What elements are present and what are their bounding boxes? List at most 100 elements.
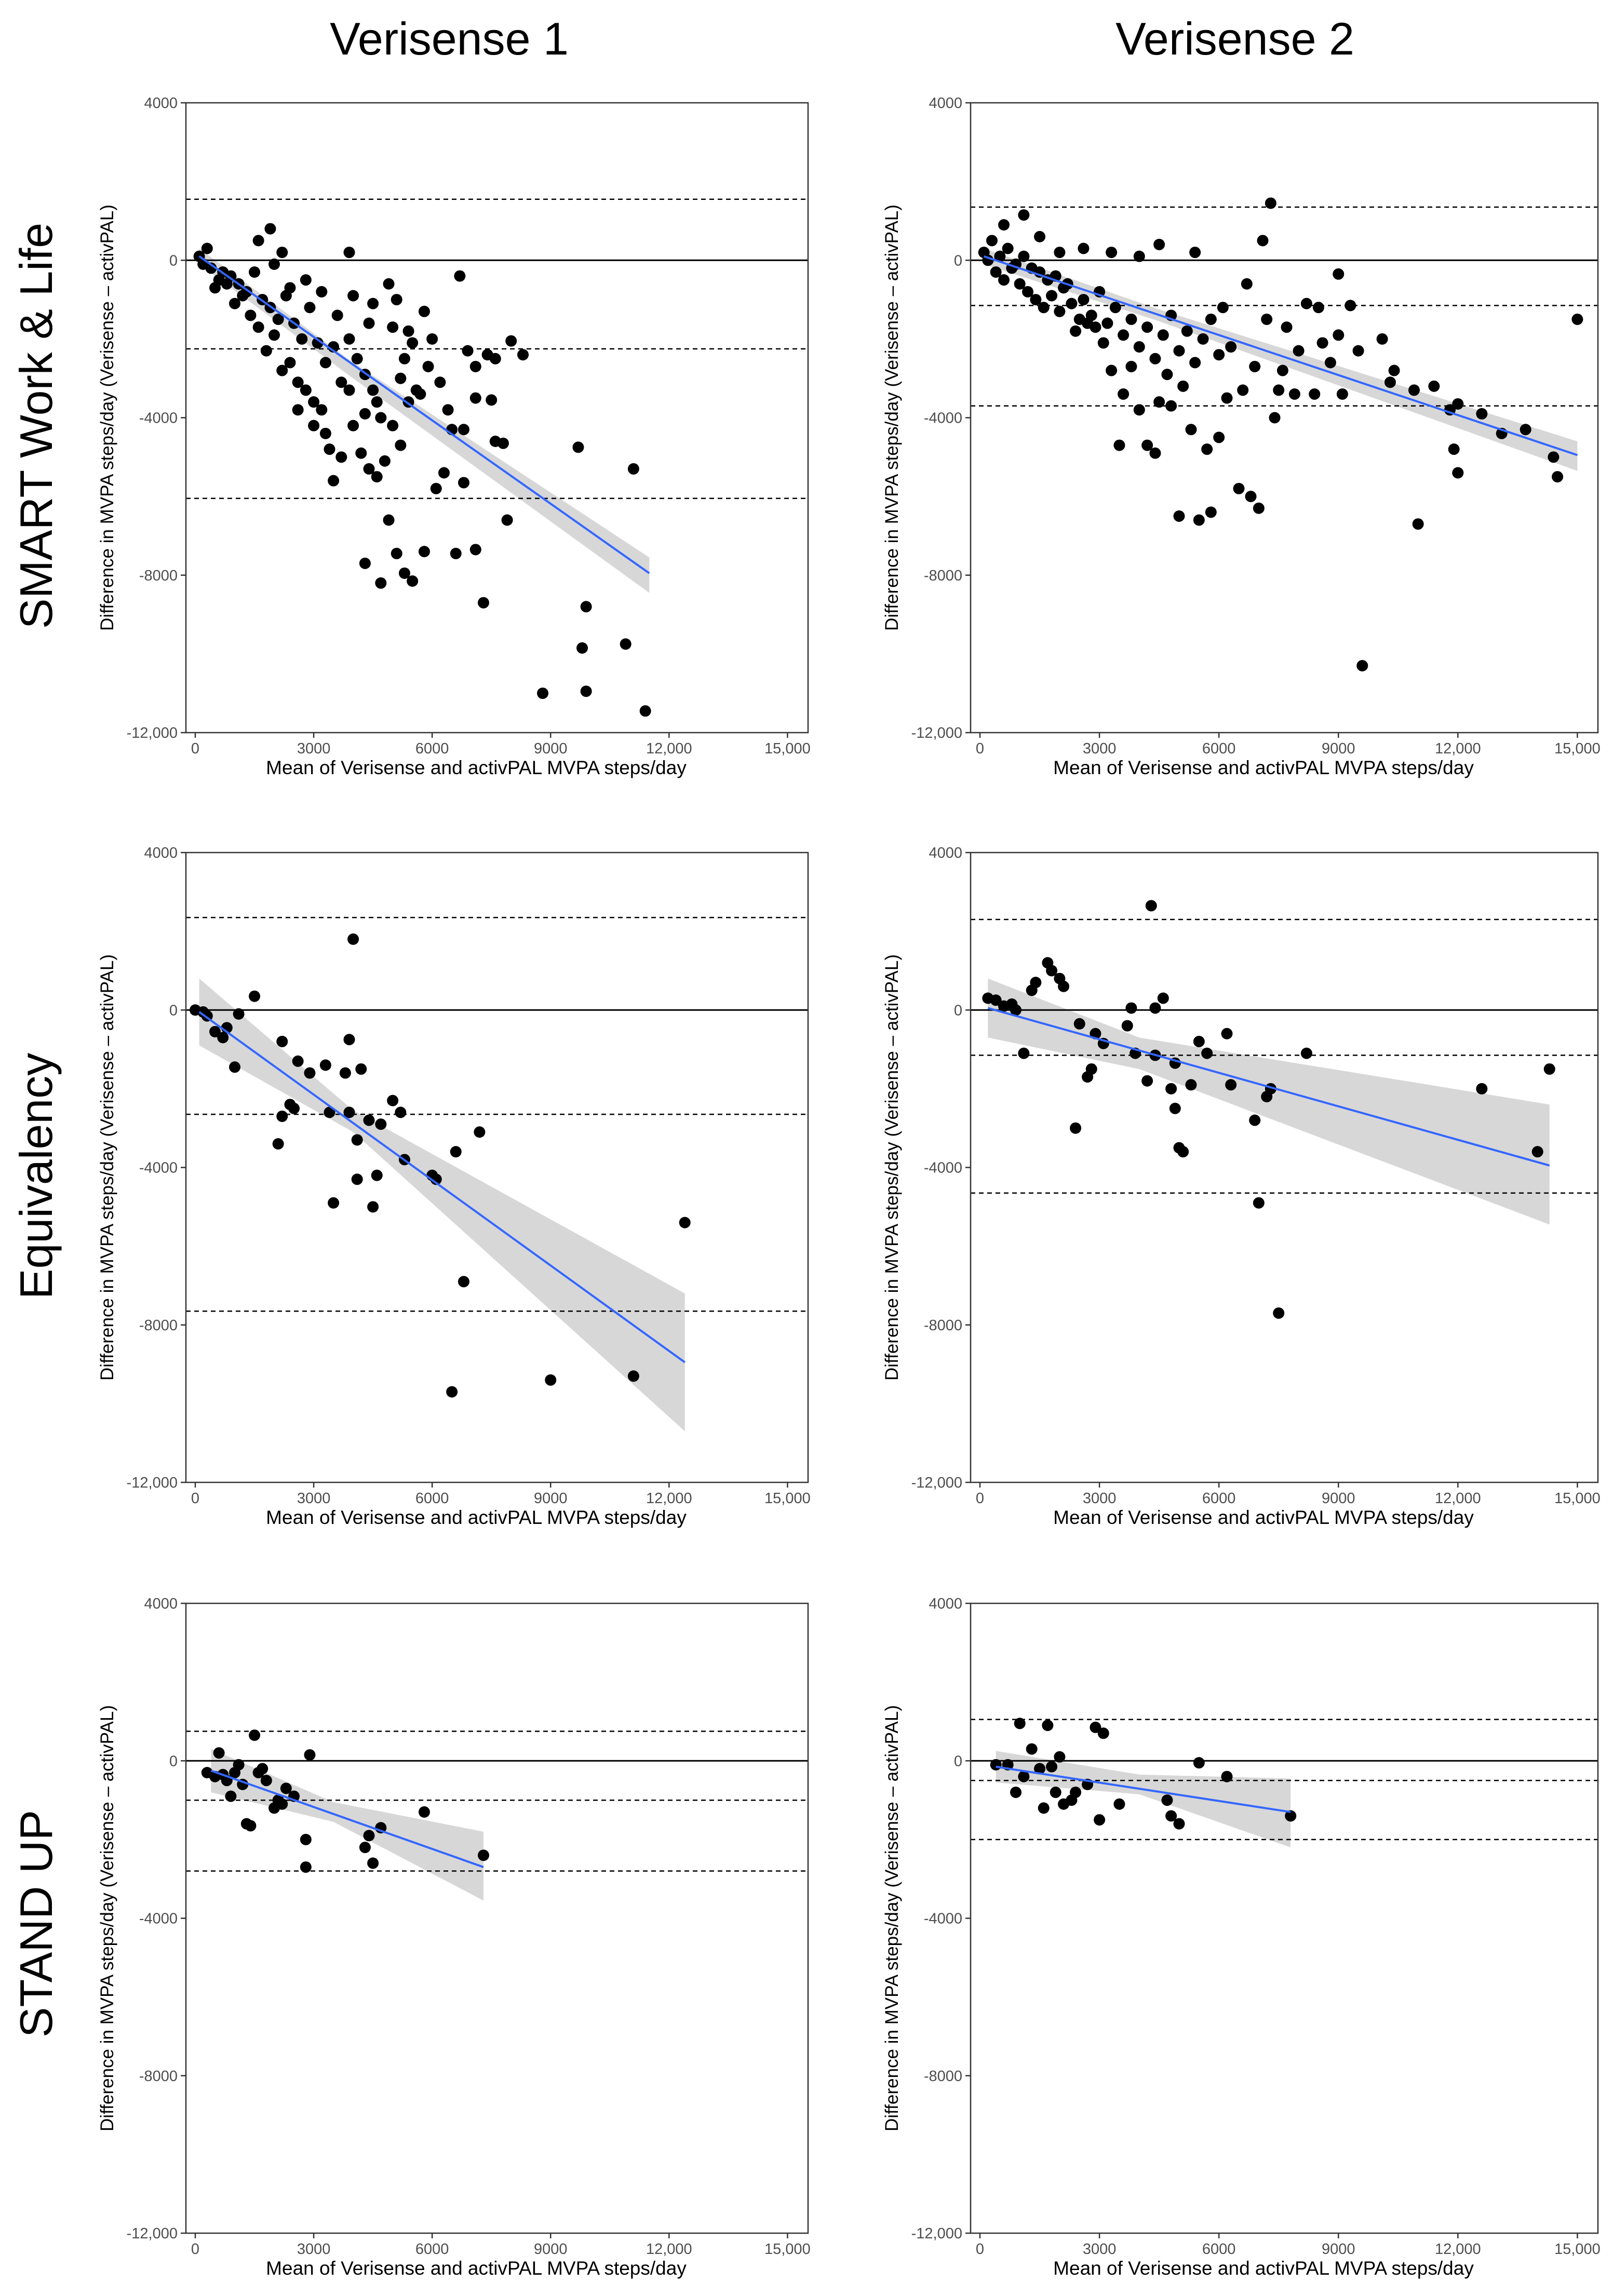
- chart-3-x-tick-label: 9000: [1322, 1490, 1355, 1507]
- chart-0-data-point: [477, 597, 489, 609]
- chart-3-x-tick-label: 6000: [1202, 1490, 1236, 1507]
- chart-3-y-tick-label: -4000: [924, 1160, 962, 1177]
- chart-1-data-point: [978, 247, 990, 259]
- chart-1-data-point: [1412, 518, 1424, 530]
- chart-0-data-point: [379, 455, 391, 467]
- chart-2-x-tick-label: 12,000: [646, 1490, 692, 1507]
- chart-2-regression-line: [198, 1011, 685, 1363]
- chart-1-data-point: [998, 219, 1010, 231]
- chart-2-data-point: [351, 1173, 363, 1185]
- chart-1-x-tick-label: 3000: [1083, 740, 1117, 757]
- chart-5-data-point: [1221, 1771, 1233, 1782]
- chart-1-data-point: [1476, 408, 1488, 420]
- chart-0-data-point: [395, 439, 407, 451]
- chart-4-x-axis-label: Mean of Verisense and activPAL MVPA step…: [266, 2258, 687, 2279]
- chart-0-data-point: [308, 396, 320, 408]
- chart-2-data-point: [292, 1055, 304, 1067]
- chart-1-y-axis-label: Difference in MVPA steps/day (Verisense …: [882, 205, 902, 631]
- chart-1-data-point: [1408, 384, 1420, 396]
- chart-2-data-point: [288, 1102, 300, 1114]
- chart-1-data-point: [1273, 384, 1285, 396]
- chart-3-data-point: [1046, 965, 1058, 977]
- chart-1-data-point: [1149, 353, 1161, 364]
- chart-4-data-point: [213, 1747, 225, 1759]
- chart-1-data-point: [1133, 404, 1145, 416]
- chart-0-data-point: [355, 447, 367, 459]
- chart-1-data-point: [1571, 313, 1583, 325]
- chart-1-y-tick-label: -8000: [924, 568, 962, 584]
- chart-5-y-tick-label: -8000: [924, 2068, 962, 2085]
- chart-5-x-tick-label: 3000: [1083, 2241, 1117, 2258]
- chart-0-data-point: [316, 404, 328, 416]
- column-title-verisense-1: Verisense 1: [330, 13, 569, 64]
- chart-3-y-tick-label: -8000: [924, 1317, 962, 1334]
- chart-4-y-tick-label: 4000: [144, 1596, 178, 1612]
- chart-0-y-axis-label: Difference in MVPA steps/day (Verisense …: [97, 205, 117, 631]
- chart-2-y-tick-label: 4000: [144, 845, 178, 861]
- chart-1-data-point: [1245, 491, 1257, 503]
- chart-4-y-axis-label: Difference in MVPA steps/day (Verisense …: [97, 1705, 117, 2131]
- chart-1-data-point: [1157, 329, 1169, 341]
- panel-smart-verisense-1: 4000 0 -4000 -8000 -12,000 0 3000 6000 9000 12,00…: [97, 95, 811, 778]
- chart-0-data-point: [359, 558, 371, 570]
- chart-1-x-tick-label: 6000: [1202, 740, 1236, 757]
- chart-0-data-point: [458, 424, 469, 436]
- chart-3-y-tick-label: 0: [954, 1002, 962, 1019]
- chart-4-data-point: [304, 1749, 316, 1761]
- chart-0-data-point: [312, 337, 324, 349]
- chart-1-data-point: [1161, 369, 1173, 381]
- chart-3-data-point: [1169, 1102, 1181, 1114]
- chart-0-data-point: [343, 333, 355, 345]
- chart-5-data-point: [1042, 1720, 1054, 1732]
- chart-5-data-point: [1010, 1786, 1022, 1798]
- chart-3-data-point: [1300, 1047, 1312, 1059]
- chart-0-data-point: [407, 337, 419, 349]
- chart-4-data-point: [300, 1833, 312, 1845]
- chart-1-data-point: [1225, 341, 1237, 353]
- chart-0-data-point: [367, 384, 379, 396]
- chart-2-data-point: [209, 1025, 221, 1037]
- chart-1-data-point: [1213, 349, 1225, 361]
- chart-3-data-point: [1543, 1063, 1555, 1075]
- chart-0-data-point: [300, 384, 312, 396]
- chart-1-data-point: [1324, 357, 1336, 369]
- chart-4-regression-line: [210, 1770, 484, 1868]
- chart-0-data-point: [387, 321, 399, 333]
- chart-0-data-point: [580, 601, 592, 613]
- chart-0-y-tick-label: -12,000: [127, 725, 178, 741]
- chart-4-x-tick-label: 9000: [534, 2241, 568, 2258]
- chart-3-data-point: [1070, 1122, 1082, 1134]
- chart-1-data-point: [1141, 321, 1153, 333]
- chart-1-data-point: [1309, 388, 1321, 400]
- chart-1-y-tick-label: 0: [954, 252, 962, 269]
- chart-0-data-point: [430, 482, 442, 494]
- chart-0-data-point: [438, 467, 450, 479]
- chart-1-data-point: [1221, 392, 1233, 404]
- chart-2-data-point: [339, 1067, 351, 1079]
- chart-1-data-point: [1193, 514, 1205, 526]
- chart-1-y-tick-label: 4000: [929, 95, 962, 112]
- chart-4-data-point: [300, 1861, 312, 1873]
- chart-0-data-point: [442, 404, 454, 416]
- chart-0-data-point: [627, 463, 639, 475]
- chart-5-y-tick-label: -12,000: [911, 2225, 962, 2242]
- chart-1-data-point: [1336, 388, 1348, 400]
- chart-1-data-point: [1173, 345, 1185, 357]
- chart-1-data-point: [1018, 209, 1030, 221]
- chart-5-x-tick-label: 6000: [1202, 2241, 1236, 2258]
- chart-5-y-tick-label: 4000: [929, 1596, 962, 1612]
- chart-0-data-point: [383, 278, 395, 290]
- chart-5-data-point: [1070, 1786, 1082, 1798]
- chart-0-data-point: [328, 475, 340, 487]
- chart-3-data-point: [1225, 1079, 1237, 1091]
- chart-5-data-point: [990, 1759, 1002, 1771]
- chart-1-data-point: [1189, 247, 1201, 259]
- chart-0-data-point: [209, 282, 221, 294]
- chart-1-data-point: [1106, 364, 1118, 376]
- chart-1-data-point: [1217, 302, 1229, 314]
- chart-1-data-point: [1333, 268, 1345, 280]
- chart-0-data-point: [454, 270, 466, 282]
- chart-5-data-point: [1097, 1727, 1109, 1739]
- chart-0-data-point: [398, 567, 410, 579]
- chart-5-y-axis-label: Difference in MVPA steps/day (Verisense …: [882, 1705, 902, 2131]
